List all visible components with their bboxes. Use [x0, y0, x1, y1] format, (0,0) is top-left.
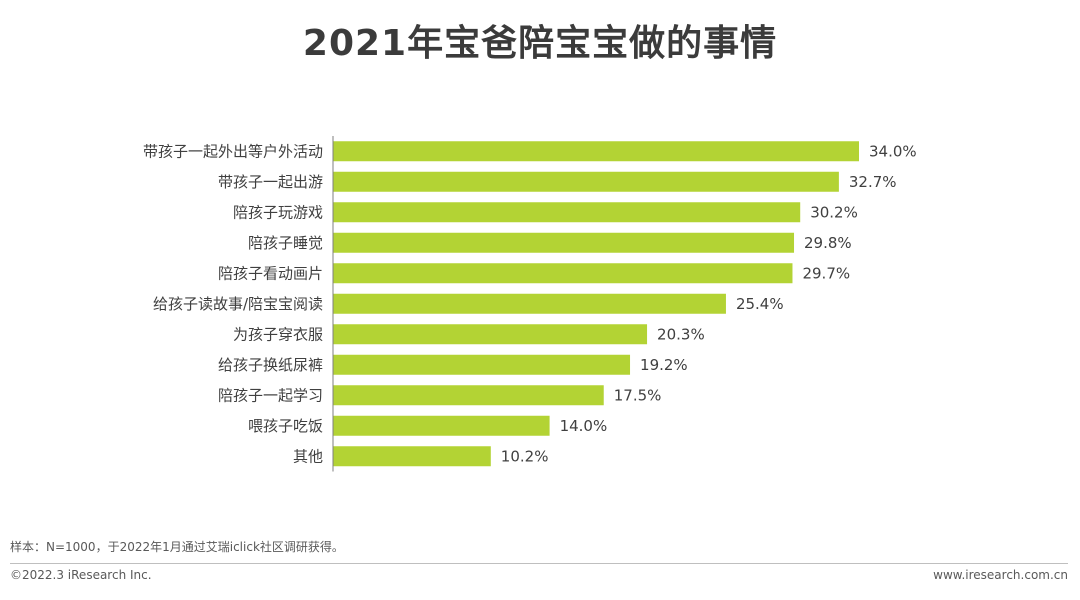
category-label: 给孩子读故事/陪宝宝阅读: [153, 295, 323, 313]
category-label: 带孩子一起出游: [218, 173, 323, 191]
bar: [333, 141, 859, 162]
bar: [333, 354, 631, 375]
value-label: 25.4%: [736, 295, 784, 313]
category-label: 陪孩子一起学习: [218, 386, 323, 404]
category-label: 喂孩子吃饭: [248, 417, 323, 435]
bar: [333, 324, 648, 345]
value-label: 20.3%: [657, 325, 705, 343]
category-label: 其他: [293, 447, 323, 465]
value-label: 34.0%: [869, 142, 917, 160]
category-label: 陪孩子看动画片: [218, 264, 323, 282]
bar: [333, 446, 491, 467]
bar: [333, 232, 795, 253]
website-link[interactable]: www.iresearch.com.cn: [933, 568, 1068, 582]
bar: [333, 171, 839, 192]
sample-note: 样本：N=1000，于2022年1月通过艾瑞iclick社区调研获得。: [10, 540, 344, 554]
bar: [333, 415, 550, 436]
bar: [333, 263, 793, 284]
footer-divider: [10, 563, 1068, 564]
category-label: 为孩子穿衣服: [233, 325, 323, 343]
bar-chart: 带孩子一起外出等户外活动 34.0% 带孩子一起出游 32.7% 陪孩子玩游戏 30.2%…: [143, 136, 917, 472]
bar: [333, 202, 801, 223]
category-label: 给孩子换纸尿裤: [218, 356, 323, 374]
value-label: 14.0%: [560, 417, 608, 435]
category-label: 陪孩子睡觉: [248, 234, 323, 252]
value-label: 29.8%: [804, 234, 852, 252]
value-label: 30.2%: [810, 203, 858, 221]
category-label: 带孩子一起外出等户外活动: [143, 142, 323, 160]
value-label: 10.2%: [501, 447, 549, 465]
value-label: 29.7%: [802, 264, 850, 282]
chart-title: 2021年宝爸陪宝宝做的事情: [302, 23, 778, 64]
value-label: 19.2%: [640, 356, 688, 374]
category-label: 陪孩子玩游戏: [233, 203, 323, 221]
copyright-text: ©2022.3 iResearch Inc.: [10, 568, 152, 582]
value-label: 17.5%: [614, 386, 662, 404]
bar: [333, 293, 726, 314]
bar: [333, 385, 604, 406]
value-label: 32.7%: [849, 173, 897, 191]
